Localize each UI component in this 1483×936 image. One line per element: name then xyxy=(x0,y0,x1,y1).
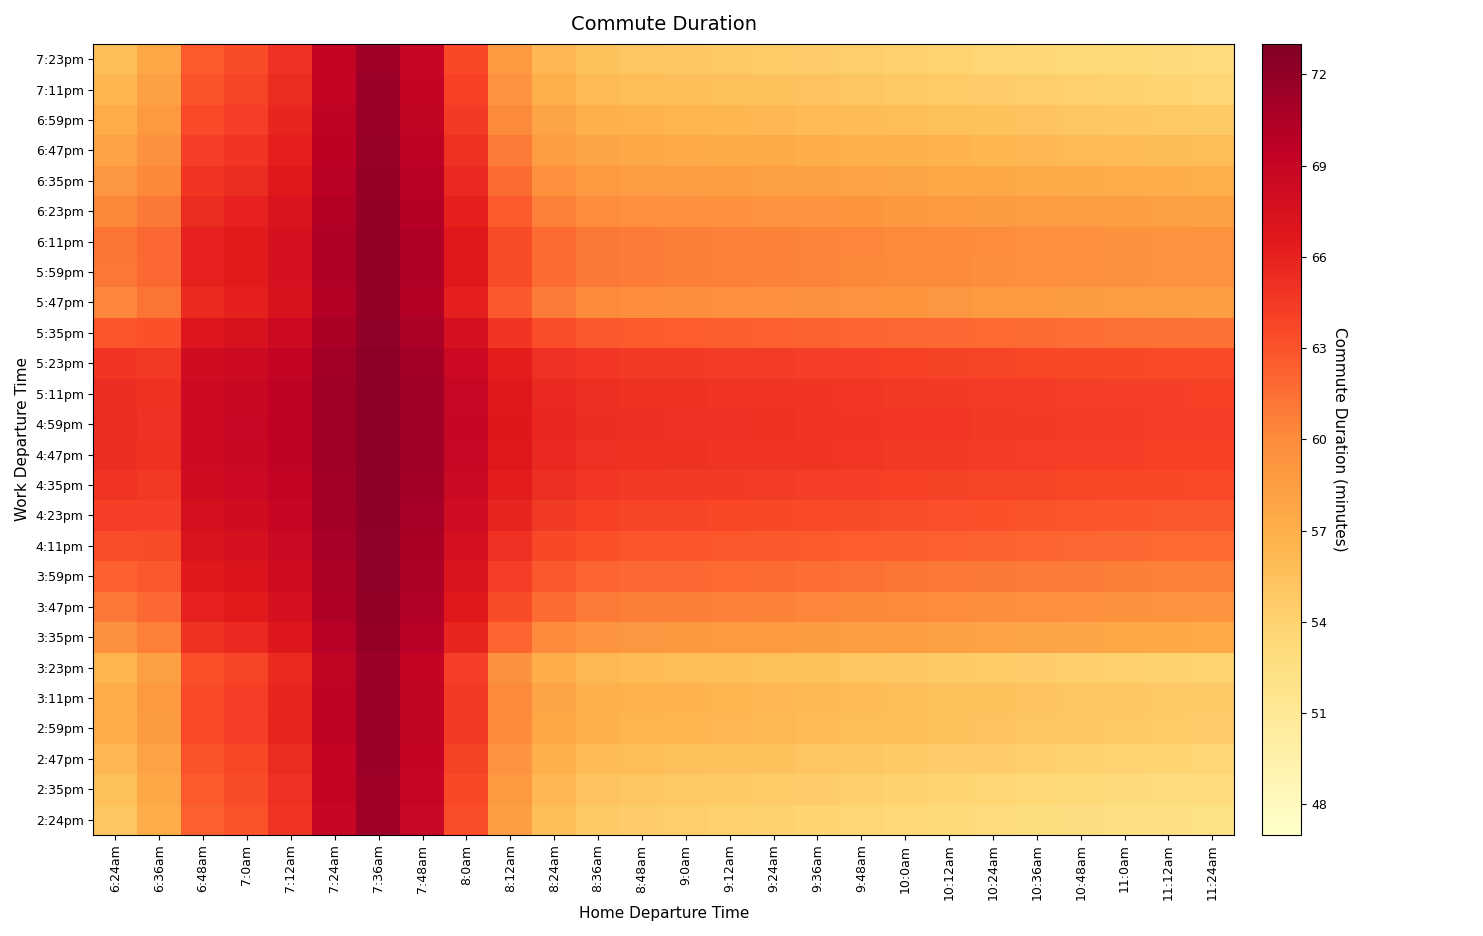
Title: Commute Duration: Commute Duration xyxy=(571,15,756,34)
Y-axis label: Work Departure Time: Work Departure Time xyxy=(15,358,30,521)
X-axis label: Home Departure Time: Home Departure Time xyxy=(578,906,749,921)
Y-axis label: Commute Duration (minutes): Commute Duration (minutes) xyxy=(1333,327,1348,551)
